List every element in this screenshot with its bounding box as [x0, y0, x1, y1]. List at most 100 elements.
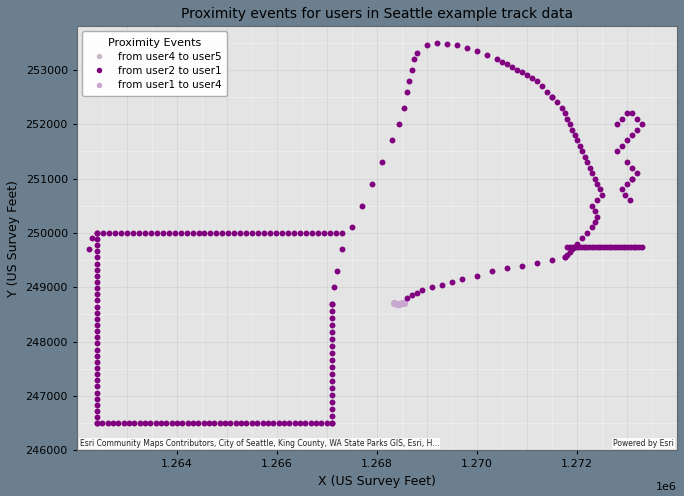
Point	[456, 275, 467, 283]
Point	[566, 245, 577, 253]
Point	[412, 289, 423, 297]
Point	[181, 229, 192, 237]
Point	[241, 419, 252, 427]
Point	[516, 68, 527, 76]
Point	[214, 419, 225, 427]
Point	[501, 61, 512, 68]
Point	[326, 398, 337, 406]
Point	[231, 419, 241, 427]
Point	[92, 419, 103, 427]
Point	[627, 175, 637, 183]
Point	[324, 229, 335, 237]
Point	[92, 358, 103, 366]
Point	[263, 419, 274, 427]
Point	[592, 213, 603, 221]
Point	[289, 229, 300, 237]
Point	[376, 158, 387, 166]
Point	[205, 229, 216, 237]
Point	[619, 191, 630, 199]
Point	[92, 290, 103, 298]
Point	[471, 47, 482, 55]
Point	[92, 297, 103, 305]
Point	[97, 229, 108, 237]
Point	[326, 419, 337, 427]
Point	[637, 120, 648, 128]
Point	[627, 109, 637, 117]
Point	[86, 235, 97, 243]
Point	[246, 419, 257, 427]
Point	[182, 419, 193, 427]
Point	[617, 243, 628, 250]
Point	[637, 243, 648, 250]
Point	[326, 377, 337, 385]
Point	[193, 229, 204, 237]
Point	[92, 248, 103, 255]
Point	[92, 315, 103, 323]
Point	[330, 229, 341, 237]
Point	[92, 413, 103, 421]
Point	[253, 229, 264, 237]
Point	[92, 278, 103, 286]
Point	[569, 243, 580, 250]
Point	[589, 207, 600, 215]
Point	[404, 77, 415, 85]
Point	[265, 229, 276, 237]
Point	[92, 333, 103, 341]
Point	[574, 142, 585, 150]
Point	[462, 44, 473, 52]
Text: 1e6: 1e6	[656, 482, 677, 492]
Point	[527, 74, 538, 82]
Point	[451, 41, 462, 49]
Point	[562, 115, 573, 123]
Point	[92, 309, 103, 316]
Point	[622, 136, 633, 144]
Point	[311, 419, 321, 427]
Point	[486, 267, 497, 275]
Point	[294, 419, 305, 427]
Point	[187, 229, 198, 237]
Point	[92, 352, 103, 360]
Point	[92, 327, 103, 335]
Point	[606, 243, 617, 250]
Point	[557, 104, 568, 112]
Point	[394, 300, 405, 308]
Point	[326, 419, 337, 427]
Point	[129, 419, 140, 427]
Point	[598, 243, 609, 250]
Point	[587, 202, 598, 210]
Point	[622, 180, 633, 188]
Point	[575, 243, 586, 250]
Point	[209, 419, 220, 427]
Point	[627, 175, 637, 183]
Point	[611, 243, 622, 250]
Point	[113, 419, 124, 427]
Point	[257, 419, 268, 427]
Point	[92, 303, 103, 310]
Point	[145, 229, 156, 237]
Point	[616, 142, 627, 150]
Point	[326, 412, 337, 420]
Point	[92, 370, 103, 378]
Point	[84, 245, 95, 253]
Point	[609, 243, 620, 250]
Point	[622, 158, 633, 166]
Point	[259, 229, 269, 237]
Point	[507, 63, 518, 71]
Point	[587, 169, 598, 177]
Point	[326, 363, 337, 371]
Point	[397, 299, 408, 307]
Point	[592, 180, 603, 188]
Point	[562, 243, 573, 250]
Point	[92, 272, 103, 280]
Point	[267, 419, 278, 427]
Point	[547, 93, 557, 101]
Point	[628, 243, 639, 250]
Point	[166, 419, 177, 427]
Title: Proximity events for users in Seattle example track data: Proximity events for users in Seattle ex…	[181, 7, 573, 21]
Point	[92, 229, 103, 237]
Point	[412, 50, 423, 58]
Point	[521, 71, 532, 79]
Point	[326, 391, 337, 399]
Legend: from user4 to user5, from user2 to user1, from user1 to user4: from user4 to user5, from user2 to user1…	[82, 31, 227, 97]
Point	[559, 253, 570, 261]
